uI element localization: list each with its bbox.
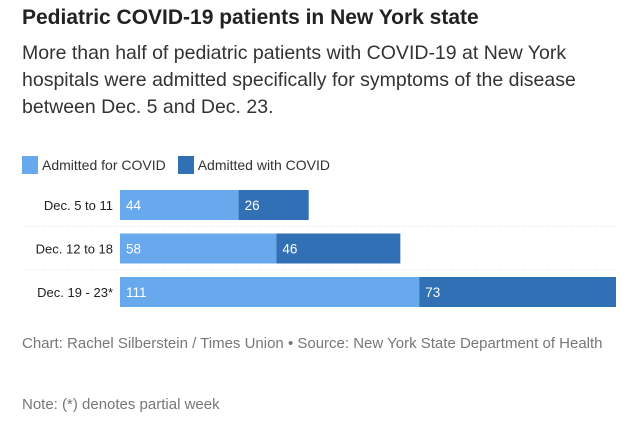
bar-segment bbox=[276, 233, 401, 264]
legend: Admitted for COVID Admitted with COVID bbox=[22, 156, 342, 174]
data-label: 73 bbox=[425, 285, 440, 300]
chart-note: Note: (*) denotes partial week bbox=[22, 396, 220, 413]
legend-item-admitted-with: Admitted with COVID bbox=[177, 156, 330, 174]
data-label: 44 bbox=[126, 198, 142, 213]
chart-credit: Chart: Rachel Silberstein / Times Union … bbox=[22, 335, 603, 352]
data-label: 26 bbox=[245, 198, 260, 213]
legend-swatch bbox=[177, 156, 194, 174]
chart-subtitle: More than half of pediatric patients wit… bbox=[22, 42, 576, 118]
category-label: Dec. 12 to 18 bbox=[36, 242, 113, 257]
bar-segment bbox=[120, 190, 239, 220]
legend-label: Admitted for COVID bbox=[42, 157, 166, 173]
bar-segment bbox=[238, 190, 309, 220]
data-label: 111 bbox=[126, 285, 147, 300]
category-label: Dec. 5 to 11 bbox=[44, 198, 113, 213]
chart-title: Pediatric COVID-19 patients in New York … bbox=[22, 6, 479, 29]
bar-segment bbox=[120, 277, 420, 307]
legend-label: Admitted with COVID bbox=[197, 157, 330, 173]
category-label: Dec. 19 - 23* bbox=[37, 285, 113, 300]
bar-segment bbox=[120, 233, 277, 264]
data-label: 46 bbox=[282, 242, 297, 257]
legend-item-admitted-for: Admitted for COVID bbox=[22, 156, 166, 174]
data-label: 58 bbox=[126, 242, 141, 257]
bar-segment bbox=[419, 277, 616, 307]
legend-swatch bbox=[22, 156, 38, 174]
bar-chart: Dec. 5 to 11 44 26 Dec. 12 to 18 58 46 Dec. 19… bbox=[24, 190, 616, 307]
